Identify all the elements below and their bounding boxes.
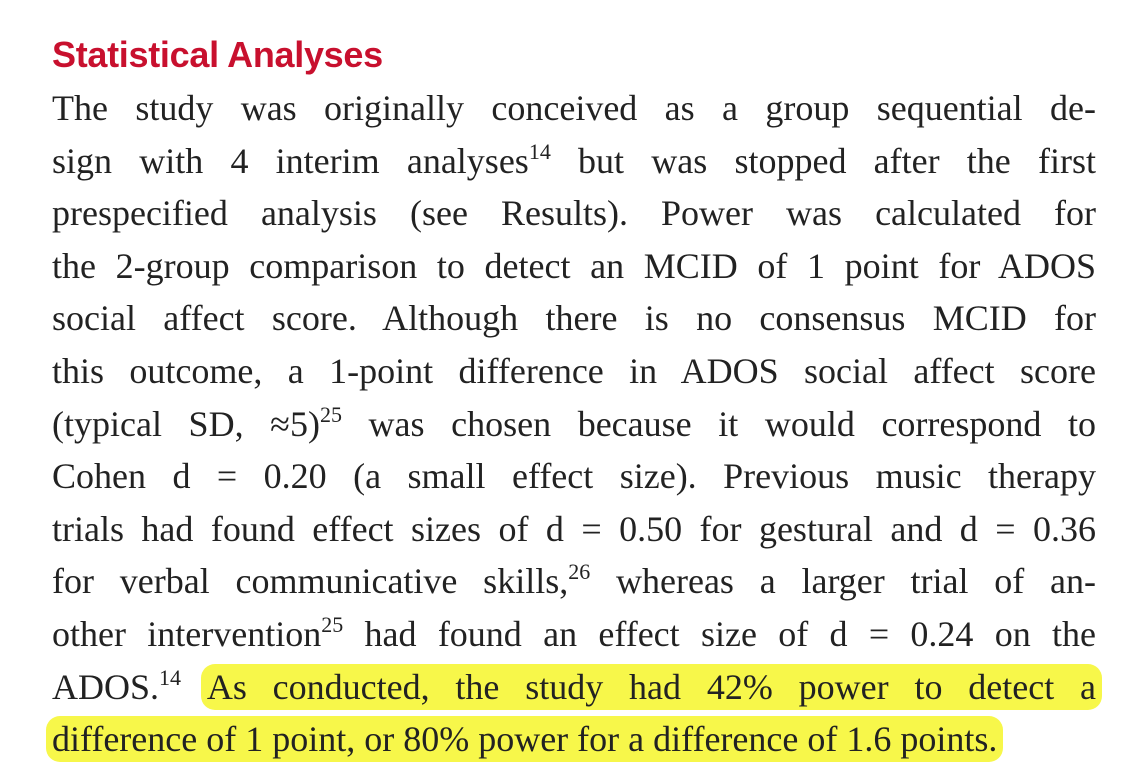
text-run: trials had found effect sizes of d = 0.5… — [52, 508, 1096, 549]
text-run: other intervention — [52, 613, 322, 654]
paragraph-line: for verbal communicative skills,26 where… — [52, 555, 1096, 608]
highlighted-text: As conducted, the study had 42% power to… — [200, 663, 1103, 710]
paragraph-line: ADOS.14 As conducted, the study had 42% … — [52, 661, 1103, 714]
paragraph-line: other intervention25 had found an effect… — [52, 608, 1096, 661]
text-run: but was stopped after the first — [550, 140, 1096, 181]
text-run: was chosen because it would correspond t… — [341, 403, 1097, 444]
paragraph-line: this outcome, a 1-point difference in AD… — [52, 345, 1096, 398]
section-body: The study was originally conceived as a … — [46, 82, 1103, 766]
text-run: this outcome, a 1-point difference in AD… — [52, 350, 1096, 391]
text-run: the 2-group comparison to detect an MCID… — [52, 245, 1096, 286]
text-run: ADOS. — [52, 666, 160, 707]
text-run: sign with 4 interim analyses — [52, 140, 529, 181]
paragraph-line: The study was originally conceived as a … — [52, 82, 1096, 135]
citation-superscript: 14 — [159, 664, 182, 690]
text-run: (typical SD, ≈5) — [52, 403, 320, 444]
paragraph-line: the 2-group comparison to detect an MCID… — [52, 240, 1096, 293]
text-run: whereas a larger trial of an- — [590, 561, 1097, 602]
paragraph-line: trials had found effect sizes of d = 0.5… — [52, 503, 1096, 556]
text-run: prespecified analysis (see Results). Pow… — [52, 193, 1096, 234]
text-run: for verbal communicative skills, — [52, 561, 569, 602]
paragraph-line: social affect score. Although there is n… — [52, 292, 1096, 345]
citation-superscript: 25 — [321, 611, 344, 637]
paragraph-line: difference of 1 point, or 80% power for … — [46, 713, 1096, 766]
text-run: Cohen d = 0.20 (a small effect size). Pr… — [52, 456, 1096, 497]
text-run: had found an effect size of d = 0.24 on … — [343, 613, 1097, 654]
text-run: social affect score. Although there is n… — [52, 298, 1096, 339]
paragraph-line: prespecified analysis (see Results). Pow… — [52, 187, 1096, 240]
paragraph-line: Cohen d = 0.20 (a small effect size). Pr… — [52, 450, 1096, 503]
citation-superscript: 26 — [568, 559, 591, 585]
paragraph-line: (typical SD, ≈5)25 was chosen because it… — [52, 398, 1096, 451]
statistical-analyses-section: Statistical Analyses The study was origi… — [46, 30, 1103, 766]
section-heading: Statistical Analyses — [52, 34, 383, 75]
highlighted-text: difference of 1 point, or 80% power for … — [46, 716, 1004, 763]
citation-superscript: 25 — [319, 401, 342, 427]
text-run: The study was originally conceived as a … — [52, 88, 1096, 128]
paragraph-line: sign with 4 interim analyses14 but was s… — [52, 135, 1096, 188]
citation-superscript: 14 — [528, 138, 551, 164]
